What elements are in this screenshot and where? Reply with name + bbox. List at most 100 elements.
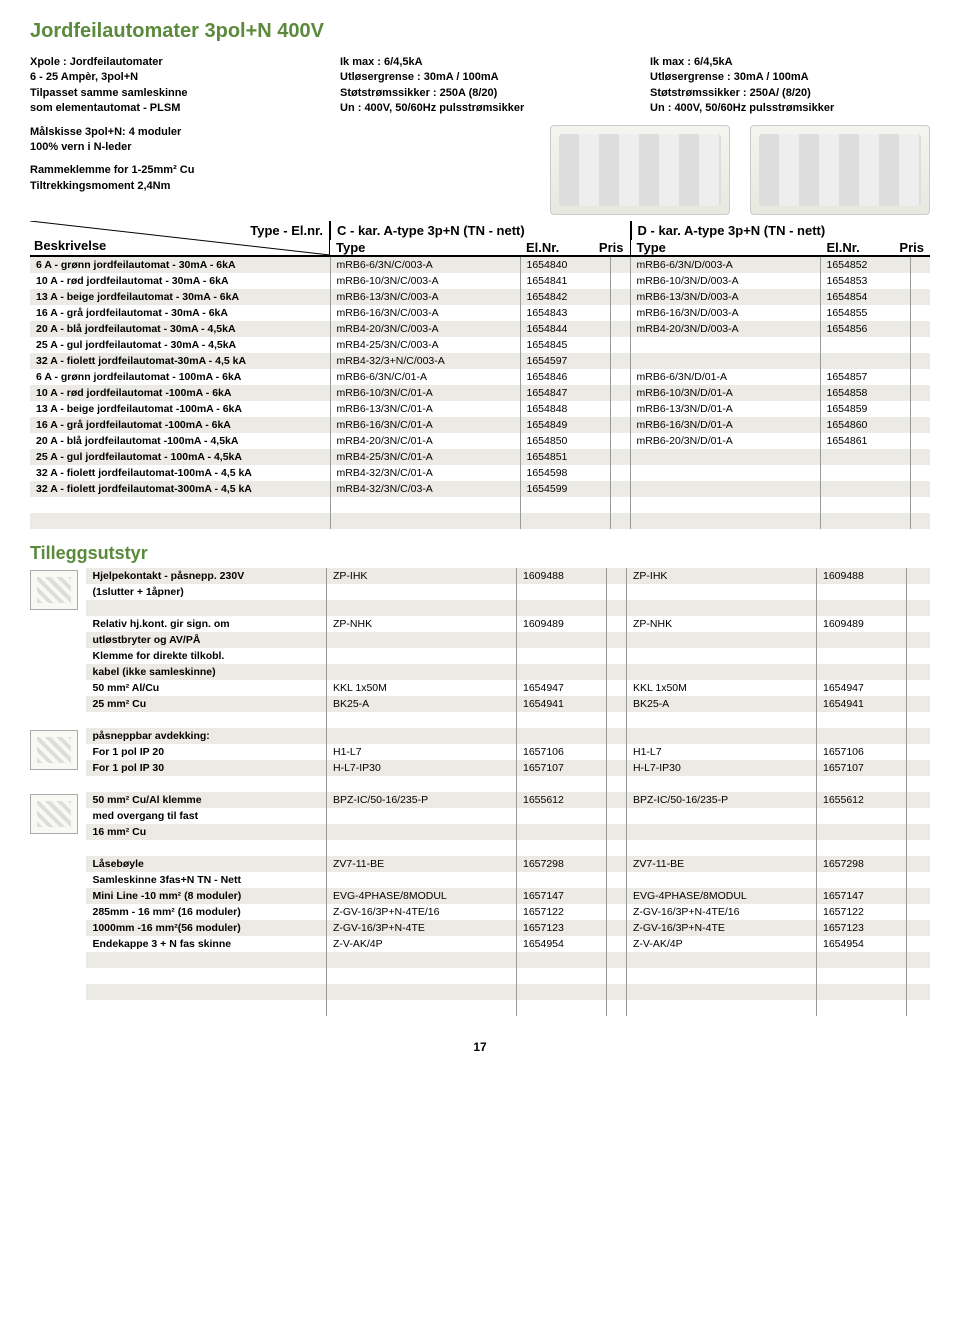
row-desc: 32 A - fiolett jordfeilautomat-30mA - 4,… — [30, 353, 330, 369]
acc-desc: Mini Line -10 mm² (8 moduler) — [86, 888, 326, 904]
row-elnr-d — [820, 465, 910, 481]
beskrivelse-label: Beskrivelse — [34, 238, 106, 253]
acc-elnr-c — [516, 952, 606, 968]
acc-elnr-d — [816, 632, 906, 648]
acc-table: Hjelpekontakt - påsnepp. 230VZP-IHK16094… — [86, 568, 930, 728]
acc-type-c — [326, 712, 516, 728]
acc-row: For 1 pol IP 20H1-L71657106H1-L71657106 — [86, 744, 930, 760]
acc-pris-c — [606, 904, 626, 920]
acc-pris-d — [906, 808, 930, 824]
acc-type-c: H1-L7 — [326, 744, 516, 760]
acc-elnr-d — [816, 968, 906, 984]
acc-elnr-c: 1655612 — [516, 792, 606, 808]
acc-pris-d — [906, 648, 930, 664]
acc-pris-d — [906, 968, 930, 984]
table-row: 10 A - rød jordfeilautomat - 30mA - 6kAm… — [30, 273, 930, 289]
acc-type-c: KKL 1x50M — [326, 680, 516, 696]
row-elnr-c: 1654847 — [520, 385, 610, 401]
acc-pris-d — [906, 952, 930, 968]
table-row: 20 A - blå jordfeilautomat - 30mA - 4,5k… — [30, 321, 930, 337]
row-pris-c — [610, 273, 630, 289]
row-elnr-c — [520, 497, 610, 513]
table-row: 32 A - fiolett jordfeilautomat-300mA - 4… — [30, 481, 930, 497]
acc-desc: 1000mm -16 mm²(56 moduler) — [86, 920, 326, 936]
acc-elnr-c — [516, 664, 606, 680]
acc-type-d — [626, 840, 816, 856]
table-row: 32 A - fiolett jordfeilautomat-30mA - 4,… — [30, 353, 930, 369]
acc-type-d: ZV7-11-BE — [626, 856, 816, 872]
acc-icon-cell — [30, 728, 86, 792]
acc-pris-d — [906, 680, 930, 696]
acc-pris-d — [906, 840, 930, 856]
row-pris-d — [910, 337, 930, 353]
acc-row: 25 mm² CuBK25-A1654941BK25-A1654941 — [86, 696, 930, 712]
acc-pris-c — [606, 728, 626, 744]
table-row: 13 A - beige jordfeilautomat - 30mA - 6k… — [30, 289, 930, 305]
acc-pris-c — [606, 776, 626, 792]
row-type-c: mRB4-20/3N/C/01-A — [330, 433, 520, 449]
acc-desc — [86, 776, 326, 792]
row-pris-c — [610, 385, 630, 401]
acc-type-c: ZP-NHK — [326, 616, 516, 632]
acc-row: med overgang til fast — [86, 808, 930, 824]
table-row — [30, 497, 930, 513]
intro-line: Un : 400V, 50/60Hz pulsstrømsikker — [340, 101, 620, 116]
acc-type-c — [326, 664, 516, 680]
row-pris-c — [610, 513, 630, 529]
row-pris-c — [610, 497, 630, 513]
row-pris-c — [610, 257, 630, 273]
acc-type-c: EVG-4PHASE/8MODUL — [326, 888, 516, 904]
acc-desc: For 1 pol IP 20 — [86, 744, 326, 760]
acc-type-c: Z-GV-16/3P+N-4TE/16 — [326, 904, 516, 920]
acc-desc — [86, 984, 326, 1000]
acc-desc — [86, 1000, 326, 1016]
row-elnr-d — [820, 497, 910, 513]
intro-line: Støtstrømssikker : 250A (8/20) — [340, 86, 620, 101]
acc-desc — [86, 968, 326, 984]
acc-row: (1slutter + 1åpner) — [86, 584, 930, 600]
acc-row: 16 mm² Cu — [86, 824, 930, 840]
acc-desc: For 1 pol IP 30 — [86, 760, 326, 776]
acc-elnr-d: 1657147 — [816, 888, 906, 904]
table-row: 25 A - gul jordfeilautomat - 100mA - 4,5… — [30, 449, 930, 465]
acc-elnr-d: 1654947 — [816, 680, 906, 696]
acc-elnr-c — [516, 648, 606, 664]
acc-desc: utløstbryter og AV/PÅ — [86, 632, 326, 648]
acc-desc: med overgang til fast — [86, 808, 326, 824]
acc-pris-d — [906, 904, 930, 920]
row-pris-c — [610, 465, 630, 481]
product-images — [550, 125, 930, 215]
acc-row: Endekappe 3 + N fas skinneZ-V-AK/4P16549… — [86, 936, 930, 952]
acc-type-c — [326, 952, 516, 968]
intro-line: Ik max : 6/4,5kA — [650, 55, 930, 70]
acc-elnr-d — [816, 648, 906, 664]
intro-block: Xpole : Jordfeilautomater6 - 25 Ampèr, 3… — [30, 55, 930, 117]
row-type-d — [630, 449, 820, 465]
acc-elnr-d — [816, 840, 906, 856]
acc-desc: 25 mm² Cu — [86, 696, 326, 712]
acc-type-d — [626, 872, 816, 888]
acc-elnr-c: 1657106 — [516, 744, 606, 760]
acc-elnr-d: 1657122 — [816, 904, 906, 920]
acc-type-d — [626, 632, 816, 648]
acc-type-d — [626, 776, 816, 792]
desc-header: Type - El.nr. Beskrivelse — [30, 221, 330, 255]
row-elnr-c: 1654842 — [520, 289, 610, 305]
acc-elnr-d — [816, 728, 906, 744]
acc-type-d — [626, 584, 816, 600]
intro-line: Utløsergrense : 30mA / 100mA — [340, 70, 620, 85]
acc-desc: påsneppbar avdekking: — [86, 728, 326, 744]
acc-elnr-c — [516, 600, 606, 616]
acc-row: 50 mm² Cu/Al klemmeBPZ-IC/50-16/235-P165… — [86, 792, 930, 808]
acc-type-d: BPZ-IC/50-16/235-P — [626, 792, 816, 808]
row-pris-c — [610, 433, 630, 449]
acc-pris-c — [606, 760, 626, 776]
acc-pris-c — [606, 792, 626, 808]
page-title: Jordfeilautomater 3pol+N 400V — [30, 20, 930, 43]
acc-elnr-c: 1657147 — [516, 888, 606, 904]
row-type-c: mRB4-32/3+N/C/003-A — [330, 353, 520, 369]
row-type-d: mRB6-6/3N/D/01-A — [630, 369, 820, 385]
row-pris-d — [910, 481, 930, 497]
acc-pris-c — [606, 1000, 626, 1016]
row-elnr-d: 1654861 — [820, 433, 910, 449]
